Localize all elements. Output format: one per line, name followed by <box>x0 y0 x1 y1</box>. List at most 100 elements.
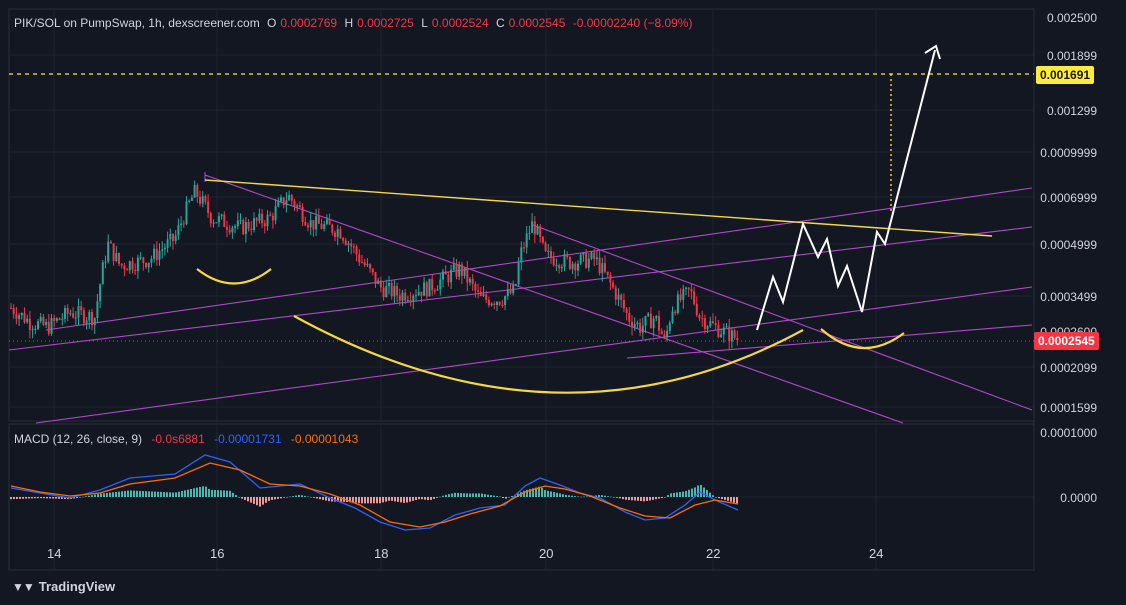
histogram-bar <box>316 497 318 499</box>
channel-upper-line[interactable] <box>45 187 1033 331</box>
histogram-bar <box>358 497 360 504</box>
candle-body <box>53 318 56 321</box>
candle-body <box>288 195 291 201</box>
histogram-bar <box>706 490 708 497</box>
candle-body <box>698 315 701 319</box>
candle-body <box>442 271 444 280</box>
tradingview-logo[interactable]: ▼▼ TradingView <box>12 579 115 594</box>
pattern-arcs[interactable] <box>196 268 905 394</box>
symbol-legend: PIK/SOL on PumpSwap, 1h, dexscreener.com… <box>14 16 696 30</box>
candle-body <box>145 262 147 268</box>
histogram-bar <box>403 497 405 503</box>
histogram-bar <box>109 492 111 497</box>
candle-body <box>18 315 21 320</box>
histogram-bar <box>238 497 240 498</box>
candle-body <box>590 252 593 259</box>
candle-body <box>479 291 482 297</box>
candle-body <box>722 327 725 335</box>
histogram-bar <box>661 497 663 499</box>
histogram-bar <box>682 491 684 497</box>
candle-body <box>307 225 309 228</box>
candle-body <box>585 252 588 268</box>
price-tick: 0.001899 <box>1046 49 1097 63</box>
histogram-bar <box>457 492 459 497</box>
left-handle-arc[interactable] <box>196 268 272 285</box>
histogram-bar <box>652 497 654 500</box>
right-handle-arc[interactable] <box>820 328 905 350</box>
histogram-bar <box>634 497 636 501</box>
candle-body <box>563 254 566 267</box>
candle-body <box>377 280 380 285</box>
histogram-bar <box>277 497 279 499</box>
price-tick: 0.0004999 <box>1040 238 1097 252</box>
histogram-bar <box>640 497 642 502</box>
candle-body <box>99 284 102 302</box>
projection-path[interactable] <box>756 49 936 331</box>
price-pane[interactable] <box>8 8 1035 422</box>
candle-body <box>498 301 501 305</box>
histogram-bar <box>289 496 291 498</box>
resistance-trendline[interactable] <box>204 179 993 237</box>
channel-lower-line[interactable] <box>35 286 1033 424</box>
candle-body <box>215 222 218 224</box>
histogram-bar <box>355 497 357 503</box>
cup-arc[interactable] <box>293 315 804 394</box>
macd-title[interactable]: MACD (12, 26, close, 9) <box>14 432 143 446</box>
support-line[interactable] <box>626 324 1033 359</box>
candle-body <box>325 219 328 225</box>
candle-body <box>690 289 693 292</box>
price-tick: 0.001299 <box>1046 104 1097 118</box>
histogram-bar <box>232 492 234 497</box>
histogram-bar <box>367 497 369 504</box>
histogram-bar <box>481 493 483 497</box>
histogram-bar <box>664 497 666 498</box>
candle-body <box>226 227 228 230</box>
candle-body <box>115 253 118 262</box>
histogram-bar <box>163 492 165 497</box>
histogram-bar <box>76 497 78 498</box>
candle-body <box>460 264 463 276</box>
histogram-bar <box>184 490 186 497</box>
histogram-bar <box>166 492 168 497</box>
candle-body <box>212 222 215 224</box>
histogram-bar <box>577 496 579 498</box>
current-price-tag[interactable]: 0.0002545 <box>1034 332 1099 350</box>
candle-body <box>261 213 264 224</box>
candle-body <box>220 214 223 217</box>
candle-body <box>199 197 201 204</box>
candle-body <box>466 267 469 283</box>
descending-line-1[interactable] <box>204 174 904 424</box>
histogram-bar <box>286 497 288 498</box>
descending-line-2[interactable] <box>532 224 1033 411</box>
histogram-bar <box>205 486 207 497</box>
histogram-bar <box>337 497 339 502</box>
candle-body <box>131 261 134 270</box>
histogram-bar <box>724 497 726 500</box>
candle-body <box>679 294 682 300</box>
macd-value-2: -0.00001731 <box>214 432 282 446</box>
candle-body <box>158 250 161 260</box>
channel-lines[interactable] <box>8 172 1033 424</box>
histogram-bar <box>148 491 150 497</box>
candle-body <box>293 200 296 207</box>
histogram-bar <box>526 489 528 497</box>
candle-body <box>393 285 396 297</box>
histogram-bar <box>598 494 600 497</box>
candle-body <box>207 201 210 213</box>
histogram-bar <box>643 497 645 502</box>
candle-body <box>166 239 169 248</box>
macd-tick: 0.0001000 <box>1040 426 1097 440</box>
histogram-bar <box>502 497 504 499</box>
candle-body <box>180 223 183 226</box>
candle-body <box>285 200 288 206</box>
candle-body <box>501 304 504 306</box>
channel-mid-line[interactable] <box>8 226 1033 351</box>
histogram-bar <box>328 497 330 502</box>
candle-body <box>177 225 180 236</box>
candle-body <box>412 295 415 301</box>
target-price-tag[interactable]: 0.001691 <box>1036 66 1095 84</box>
symbol-title[interactable]: PIK/SOL on PumpSwap, 1h, dexscreener.com <box>14 16 260 30</box>
histogram-bar <box>493 495 495 497</box>
histogram-bar <box>607 496 609 497</box>
